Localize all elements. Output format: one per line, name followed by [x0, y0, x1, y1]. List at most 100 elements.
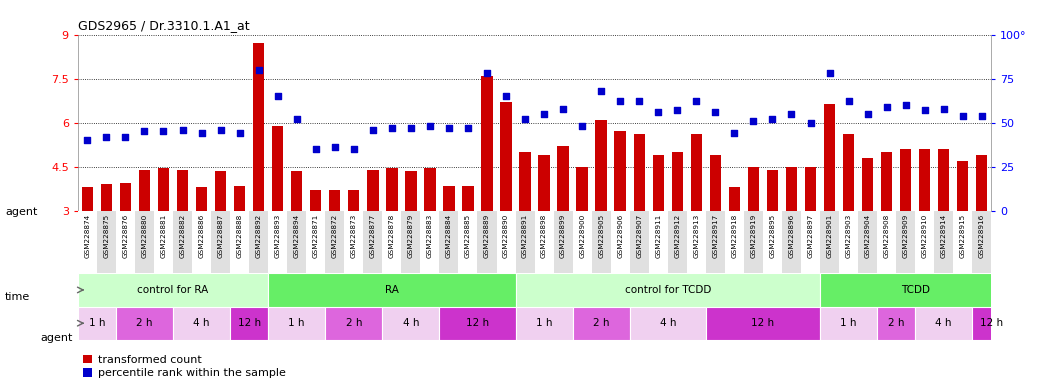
Point: [821, 70, 838, 76]
Bar: [592, 211, 610, 273]
Bar: [763, 211, 782, 273]
Bar: [820, 211, 839, 273]
Bar: [610, 211, 630, 273]
Bar: [496, 211, 516, 273]
Point: [174, 127, 191, 133]
Text: GSM228907: GSM228907: [636, 214, 643, 258]
Bar: [896, 211, 916, 273]
Bar: [154, 211, 173, 273]
Text: GSM228888: GSM228888: [237, 214, 243, 258]
Point: [668, 107, 685, 113]
Text: GSM228912: GSM228912: [675, 214, 680, 258]
Text: GSM228881: GSM228881: [161, 214, 166, 258]
Bar: [345, 211, 363, 273]
Point: [802, 119, 819, 126]
Text: 4 h: 4 h: [193, 318, 210, 328]
Bar: [367, 170, 379, 211]
Text: GSM228905: GSM228905: [598, 214, 604, 258]
Text: GSM228876: GSM228876: [122, 214, 129, 258]
Bar: [462, 186, 473, 211]
Text: GSM228903: GSM228903: [846, 214, 851, 258]
Point: [611, 98, 628, 104]
Bar: [690, 134, 702, 211]
Text: GSM228879: GSM228879: [408, 214, 414, 258]
Bar: [916, 211, 934, 273]
Bar: [268, 211, 288, 273]
Bar: [329, 190, 340, 211]
Text: GSM228890: GSM228890: [503, 214, 509, 258]
Point: [269, 93, 285, 99]
Bar: [516, 211, 535, 273]
Text: GSM228911: GSM228911: [655, 214, 661, 258]
Point: [783, 111, 799, 117]
Text: GSM228875: GSM228875: [104, 214, 109, 258]
Bar: [516, 273, 820, 306]
Point: [326, 144, 343, 151]
Bar: [973, 211, 991, 273]
Point: [98, 134, 114, 140]
Bar: [116, 211, 135, 273]
Bar: [82, 187, 93, 211]
Bar: [310, 190, 322, 211]
Text: time: time: [5, 292, 30, 302]
Text: GSM228886: GSM228886: [198, 214, 204, 258]
Bar: [253, 43, 265, 211]
Bar: [706, 306, 820, 340]
Point: [897, 102, 913, 108]
Text: 2 h: 2 h: [346, 318, 362, 328]
Text: agent: agent: [40, 333, 73, 343]
Bar: [234, 186, 245, 211]
Bar: [934, 211, 953, 273]
Bar: [938, 149, 950, 211]
Text: GSM228899: GSM228899: [561, 214, 566, 258]
Point: [745, 118, 762, 124]
Text: GSM228880: GSM228880: [141, 214, 147, 258]
Text: GSM228896: GSM228896: [789, 214, 794, 258]
Text: GSM228917: GSM228917: [712, 214, 718, 258]
Point: [117, 134, 134, 140]
Bar: [782, 211, 801, 273]
Text: GSM228897: GSM228897: [808, 214, 814, 258]
Bar: [176, 170, 188, 211]
Text: control for RA: control for RA: [137, 285, 209, 295]
Point: [364, 127, 381, 133]
Bar: [97, 211, 116, 273]
Bar: [630, 306, 706, 340]
Bar: [272, 126, 283, 211]
Point: [498, 93, 515, 99]
Bar: [957, 161, 968, 211]
Point: [536, 111, 552, 117]
Bar: [386, 168, 398, 211]
Bar: [139, 170, 151, 211]
Bar: [649, 211, 667, 273]
Bar: [402, 211, 420, 273]
Text: GSM228900: GSM228900: [579, 214, 585, 258]
Bar: [672, 152, 683, 211]
Point: [289, 116, 305, 122]
Bar: [900, 149, 911, 211]
Bar: [249, 211, 268, 273]
Text: GSM228909: GSM228909: [903, 214, 908, 258]
Bar: [557, 146, 569, 211]
Bar: [173, 306, 230, 340]
Bar: [786, 167, 797, 211]
Bar: [877, 306, 916, 340]
Bar: [459, 211, 477, 273]
Bar: [443, 186, 455, 211]
Point: [764, 116, 781, 122]
Text: GSM228878: GSM228878: [389, 214, 394, 258]
Bar: [725, 211, 744, 273]
Text: GSM228892: GSM228892: [255, 214, 262, 258]
Point: [840, 98, 856, 104]
Text: GSM228889: GSM228889: [484, 214, 490, 258]
Bar: [687, 211, 706, 273]
Point: [878, 104, 895, 110]
Bar: [78, 211, 97, 273]
Bar: [211, 211, 230, 273]
Point: [79, 137, 95, 143]
Bar: [614, 131, 626, 211]
Text: 1 h: 1 h: [88, 318, 105, 328]
Bar: [439, 211, 459, 273]
Text: 1 h: 1 h: [289, 318, 305, 328]
Text: GSM228884: GSM228884: [446, 214, 452, 258]
